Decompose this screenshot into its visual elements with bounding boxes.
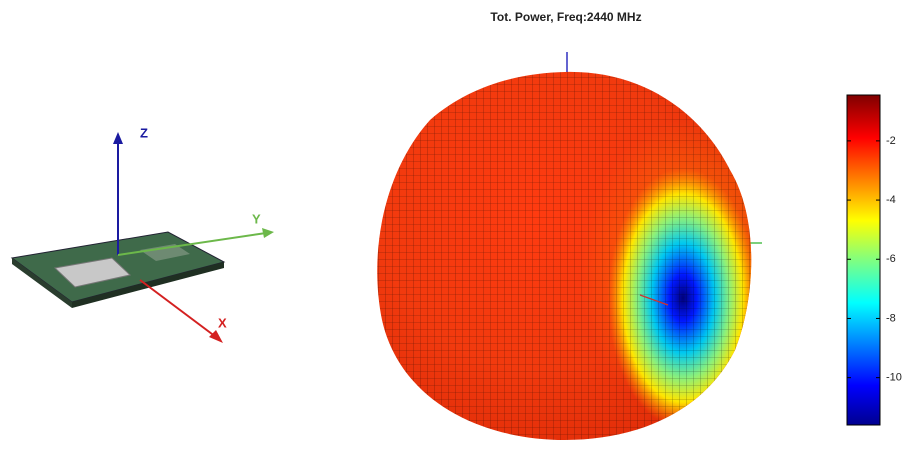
y-arrow [262,228,274,238]
colorbar-tick-label: -10 [886,372,902,384]
z-arrow [113,132,123,144]
colorbar-tick-label: -8 [886,312,896,324]
plot-title: Tot. Power, Freq:2440 MHz [490,10,641,24]
page: Z Y X Tot. Power, Freq:2440 MHz -2 -4 -6 -8… [0,0,907,445]
colorbar-tick-label: -2 [886,135,896,147]
colorbar-tick-label: -4 [886,194,896,206]
figure: Z Y X Tot. Power, Freq:2440 MHz -2 -4 -6 -8… [0,0,907,445]
colorbar [847,95,880,425]
y-label: Y [252,211,261,226]
module-diagram: Z Y X [12,125,274,343]
colorbar-tick-label: -6 [886,253,896,265]
x-label: X [218,315,227,330]
z-label: Z [140,125,148,140]
radiation-pattern [370,60,800,445]
pattern-mesh [370,60,770,445]
x-arrow [209,330,223,343]
x-axis [140,280,216,337]
